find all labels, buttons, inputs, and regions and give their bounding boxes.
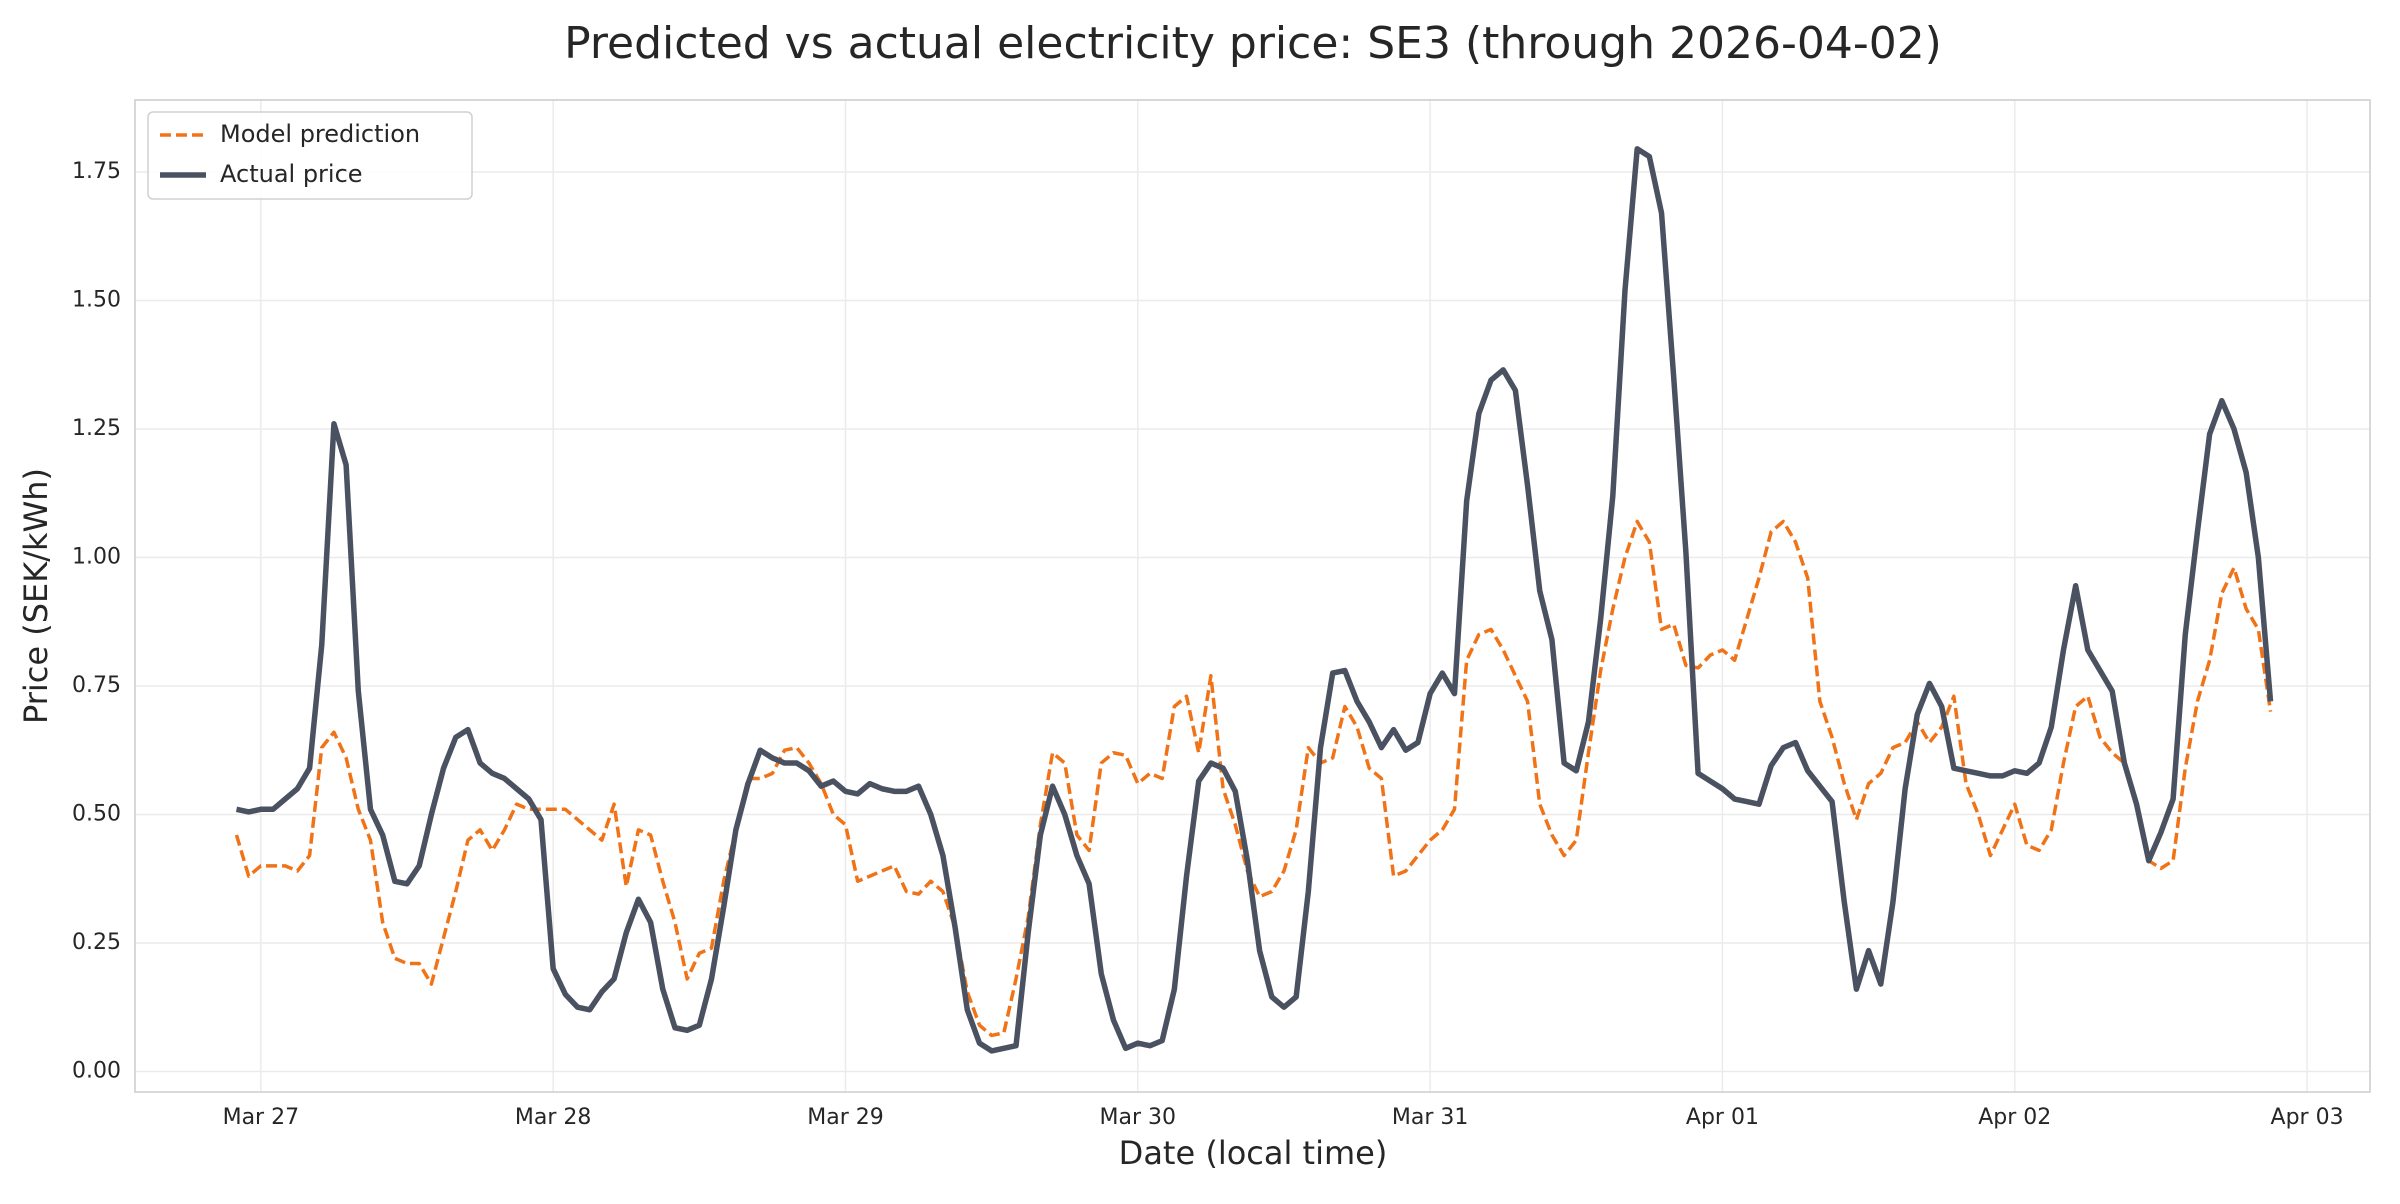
legend-label: Actual price: [220, 160, 363, 188]
chart-title: Predicted vs actual electricity price: S…: [564, 18, 1942, 69]
y-tick-label: 0.00: [72, 1058, 121, 1083]
grid: [135, 100, 2370, 1092]
series-line: [234, 519, 2273, 1038]
y-tick-label: 0.25: [72, 930, 121, 955]
legend: Model prediction Actual price: [147, 111, 473, 200]
x-tick-label: Mar 27: [223, 1105, 300, 1130]
series-line: [235, 146, 2274, 1054]
y-tick-label: 1.25: [72, 416, 121, 441]
y-tick-label: 0.50: [72, 801, 121, 826]
y-tick-label: 0.75: [72, 673, 121, 698]
x-tick-label: Mar 31: [1392, 1105, 1469, 1130]
y-tick-label: 1.00: [72, 544, 121, 569]
x-tick-label: Apr 01: [1686, 1105, 1759, 1130]
x-tick-label: Mar 30: [1100, 1105, 1177, 1130]
x-tick-label: Mar 28: [515, 1105, 592, 1130]
plot-frame: [134, 99, 2371, 1093]
y-tick-label: 1.50: [72, 287, 121, 312]
x-tick-label: Mar 29: [807, 1105, 884, 1130]
y-axis-label: Price (SEK/kWh): [17, 468, 55, 724]
x-tick-label: Apr 03: [2271, 1105, 2344, 1130]
y-tick-label: 1.75: [72, 159, 121, 184]
x-tick-label: Apr 02: [1978, 1105, 2051, 1130]
legend-box: [147, 111, 473, 200]
legend-label: Model prediction: [220, 120, 420, 148]
x-axis-label: Date (local time): [1119, 1134, 1388, 1172]
